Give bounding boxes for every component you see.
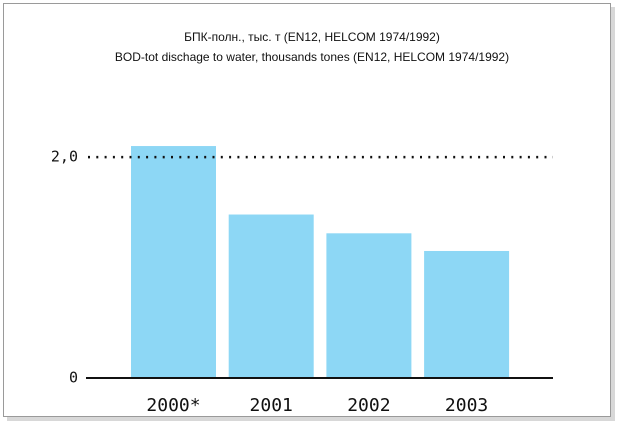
x-tick-label: 2003 xyxy=(445,395,488,416)
chart-title: БПК-полн., тыс. т (EN12, HELCOM 1974/199… xyxy=(184,30,440,44)
x-tick-label: 2001 xyxy=(250,395,293,416)
x-tick-label: 2002 xyxy=(347,395,390,416)
y-tick-label: 2,0 xyxy=(51,148,78,166)
bar xyxy=(228,214,314,378)
bar xyxy=(131,146,216,378)
chart-subtitle: BOD-tot dischage to water, thousands ton… xyxy=(115,50,509,64)
y-tick-label: 0 xyxy=(69,369,78,387)
bar xyxy=(326,233,412,378)
x-tick-label: 2000* xyxy=(146,395,200,416)
bar xyxy=(424,250,510,378)
